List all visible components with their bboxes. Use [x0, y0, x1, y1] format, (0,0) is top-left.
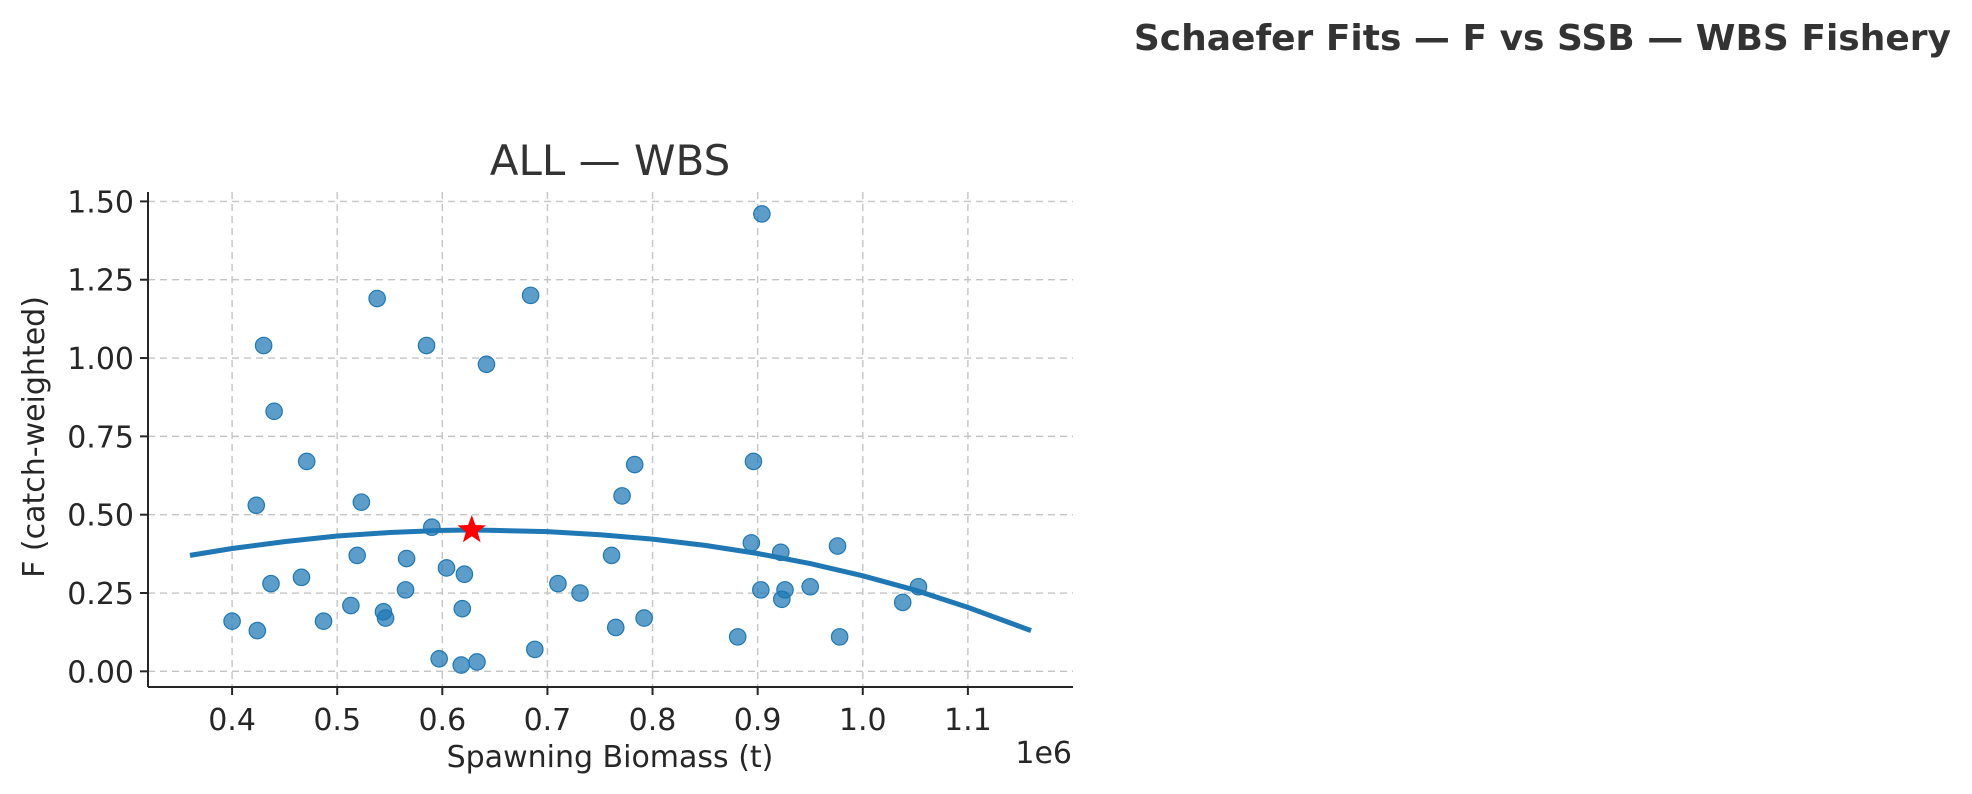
- data-point: [526, 640, 544, 659]
- data-point: [452, 656, 471, 674]
- data-point: [830, 628, 849, 646]
- data-point: [468, 653, 486, 671]
- y-tick-label: 1.50: [67, 185, 134, 220]
- x-tick-label: 1.0: [839, 703, 887, 738]
- data-point: [396, 581, 415, 599]
- data-point: [248, 621, 267, 640]
- y-tick-label: 0.00: [67, 655, 134, 690]
- data-point: [368, 289, 386, 308]
- data-point: [801, 577, 820, 596]
- data-point: [455, 565, 474, 584]
- data-point: [223, 612, 241, 631]
- data-point: [292, 568, 311, 587]
- data-point: [606, 618, 625, 637]
- schaefer-fit-curve: [189, 527, 1032, 633]
- data-point: [477, 355, 496, 374]
- x-tick-label: 0.7: [524, 703, 572, 738]
- chart-title: ALL — WBS: [490, 136, 731, 185]
- data-point: [742, 534, 761, 552]
- msy-star-marker: [457, 515, 486, 543]
- data-point: [254, 336, 273, 355]
- data-point: [828, 537, 847, 555]
- x-tick-label: 0.6: [418, 703, 466, 738]
- data-point: [265, 402, 283, 421]
- data-point: [297, 452, 316, 471]
- scatter-series: [223, 205, 928, 674]
- y-axis-ticks: 0.00 0.25 0.50 0.75 1.00 1.25 1.50: [67, 185, 148, 690]
- x-tick-label: 0.4: [208, 703, 256, 738]
- data-point: [521, 286, 540, 305]
- data-point: [397, 549, 416, 568]
- data-point: [453, 599, 472, 618]
- data-point: [602, 546, 621, 565]
- data-point: [776, 581, 794, 599]
- data-point: [571, 584, 589, 602]
- data-point: [376, 609, 395, 627]
- data-point: [437, 559, 456, 577]
- data-point: [342, 596, 360, 615]
- data-point: [613, 487, 631, 505]
- y-tick-label: 1.25: [67, 264, 134, 299]
- data-point: [314, 612, 333, 631]
- x-tick-label: 0.9: [734, 703, 782, 738]
- data-point: [752, 581, 770, 599]
- x-axis-label: Spawning Biomass (t): [447, 740, 774, 775]
- figure-suptitle: Schaefer Fits — F vs SSB — WBS Fishery: [1134, 18, 1951, 59]
- y-tick-label: 0.25: [67, 577, 134, 612]
- data-point: [262, 574, 280, 593]
- data-point: [417, 336, 436, 355]
- data-point: [549, 574, 567, 593]
- data-point: [893, 593, 912, 612]
- data-point: [430, 650, 448, 668]
- data-point: [744, 452, 763, 471]
- data-point: [352, 493, 371, 511]
- x-tick-label: 0.8: [629, 703, 677, 738]
- y-tick-label: 0.75: [67, 420, 134, 455]
- y-tick-label: 1.00: [67, 342, 134, 377]
- x-tick-label: 1.1: [944, 703, 992, 738]
- data-point: [635, 609, 653, 627]
- x-axis-offset-label: 1e6: [1015, 736, 1072, 771]
- y-axis-label: F (catch-weighted): [17, 296, 52, 578]
- x-tick-label: 0.5: [313, 703, 361, 738]
- grid: [148, 192, 1073, 687]
- data-point: [348, 546, 366, 565]
- data-point: [753, 205, 771, 223]
- x-axis-ticks: 0.4 0.5 0.6 0.7 0.8 0.9 1.0 1.1: [208, 687, 992, 738]
- y-tick-label: 0.50: [67, 499, 134, 534]
- data-point: [728, 628, 747, 646]
- data-point: [625, 455, 644, 474]
- data-point: [247, 496, 266, 515]
